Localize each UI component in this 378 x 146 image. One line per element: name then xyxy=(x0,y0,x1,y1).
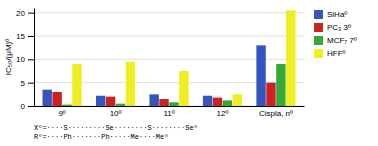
legend-swatch xyxy=(314,23,323,32)
y-tick: 10 xyxy=(16,55,34,64)
bar xyxy=(149,94,158,106)
bar xyxy=(266,83,275,106)
y-tick-label: 15 xyxy=(16,32,25,41)
y-axis: 0 5 10 15 20 xyxy=(16,9,34,112)
x-tick-label: Cispla, nº xyxy=(259,109,293,118)
y-tick: 20 xyxy=(16,9,34,18)
y-tick-mark xyxy=(28,59,34,60)
x-tick-label: 9º xyxy=(58,109,65,118)
x-tick-label: 12º xyxy=(217,109,229,118)
x-tick: Cispla, nº xyxy=(259,109,293,118)
legend-label: HFFº xyxy=(327,49,346,58)
y-tick-label: 5 xyxy=(21,79,26,88)
y-tick: 15 xyxy=(16,32,34,41)
legend-label: MCF₇ 7º xyxy=(327,36,357,45)
bar xyxy=(179,71,188,106)
x-tick: 11º xyxy=(163,109,174,118)
y-axis-title: IC₅₀/(μM)º xyxy=(4,39,13,75)
legend-label: SiHaº xyxy=(327,10,347,19)
bar-series xyxy=(52,83,275,106)
y-tick-label: 20 xyxy=(16,9,25,18)
bar xyxy=(43,90,52,106)
legend-item: SiHaº xyxy=(314,10,347,19)
legend-swatch xyxy=(314,49,323,58)
y-tick-mark xyxy=(28,36,34,37)
y-tick: 5 xyxy=(21,79,34,88)
plot: 0 5 10 15 20 9º 10º 11º 12º Cispla, nº xyxy=(16,9,304,119)
legend-item: PC₃ 3º xyxy=(314,23,351,32)
legend-item: HFFº xyxy=(314,49,346,58)
bar-series xyxy=(72,10,295,106)
x-tick-label: 10º xyxy=(110,109,122,118)
legend-label: PC₃ 3º xyxy=(327,23,351,32)
y-axis-line xyxy=(34,9,35,107)
bar xyxy=(256,45,265,106)
bar xyxy=(223,100,232,106)
legend: SiHaº PC₃ 3º MCF₇ 7º HFFº xyxy=(314,10,357,58)
bar xyxy=(96,96,105,106)
bar xyxy=(213,98,222,106)
bar xyxy=(62,105,71,106)
legend-swatch xyxy=(314,10,323,19)
y-tick-mark xyxy=(28,83,34,84)
bar xyxy=(72,64,81,106)
legend-swatch xyxy=(314,36,323,45)
bar xyxy=(169,102,178,106)
bar xyxy=(159,99,168,106)
bar xyxy=(203,96,212,106)
x-tick: 10º xyxy=(110,109,122,118)
grid-line xyxy=(34,12,304,13)
bar xyxy=(52,92,61,106)
y-tick-label: 10 xyxy=(16,55,25,64)
bar-series xyxy=(43,45,266,106)
annotation: Rº=····Ph·······Ph·····Me····Meº xyxy=(34,133,168,141)
bar xyxy=(276,64,285,106)
bar xyxy=(126,62,135,106)
bar xyxy=(116,104,125,106)
x-tick-label: 11º xyxy=(163,109,174,118)
y-tick-label: 0 xyxy=(21,102,26,111)
legend-item: MCF₇ 7º xyxy=(314,36,357,45)
bar xyxy=(233,94,242,106)
y-tick: 0 xyxy=(21,102,34,111)
y-tick-mark xyxy=(28,13,34,14)
bar xyxy=(106,97,115,106)
bars xyxy=(43,10,296,106)
chart: 0 5 10 15 20 9º 10º 11º 12º Cispla, nº IC₅₀/(μM)º X… xyxy=(0,0,378,146)
bar xyxy=(286,10,295,106)
x-tick: 9º xyxy=(58,109,65,118)
grid xyxy=(34,13,304,106)
bar-series xyxy=(62,64,285,106)
x-axis-line xyxy=(35,106,305,107)
x-tick: 12º xyxy=(217,109,229,118)
x-axis: 9º 10º 11º 12º Cispla, nº xyxy=(35,107,305,119)
annotation: Xº=····S·········Se········S········Seº xyxy=(34,124,198,132)
y-tick-mark xyxy=(28,106,34,107)
grid-line xyxy=(34,36,304,37)
